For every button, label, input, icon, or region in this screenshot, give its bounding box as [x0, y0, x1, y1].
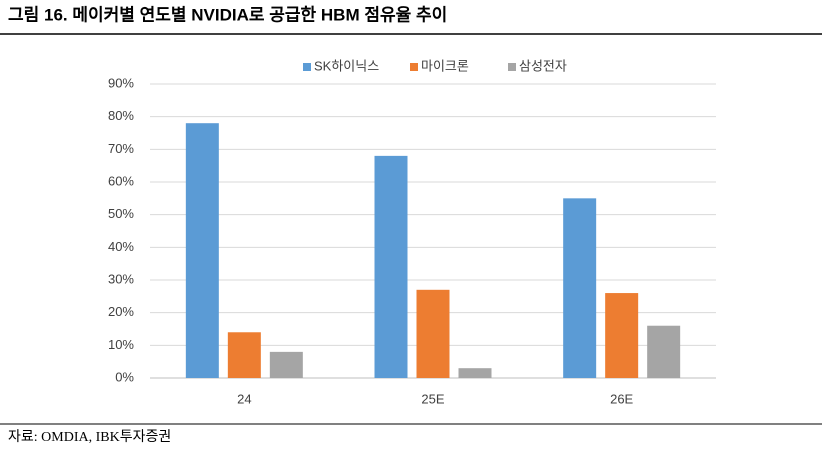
x-tick-label: 25E	[421, 391, 444, 406]
y-tick-label: 60%	[108, 173, 134, 188]
y-tick-label: 90%	[108, 75, 134, 90]
y-tick-label: 0%	[115, 369, 134, 384]
bar	[458, 368, 492, 378]
y-tick-label: 80%	[108, 108, 134, 123]
y-tick-label: 50%	[108, 206, 134, 221]
legend-swatch	[410, 63, 418, 71]
bar	[227, 332, 261, 378]
y-tick-label: 10%	[108, 337, 134, 352]
source-note: 자료: OMDIA, IBK투자증권	[8, 429, 171, 445]
bar	[605, 293, 639, 378]
legend-label: 마이크론	[421, 58, 469, 73]
y-tick-label: 20%	[108, 304, 134, 319]
bar	[185, 123, 219, 378]
bar	[269, 351, 303, 378]
legend-label: SK하이닉스	[314, 58, 379, 73]
bar	[374, 155, 408, 378]
bar	[563, 198, 597, 378]
y-tick-label: 40%	[108, 239, 134, 254]
x-tick-label: 26E	[610, 391, 633, 406]
legend-label: 삼성전자	[519, 58, 567, 73]
x-tick-label: 24	[237, 391, 251, 406]
y-tick-label: 30%	[108, 271, 134, 286]
bar	[416, 289, 450, 378]
chart-title: 그림 16. 메이커별 연도별 NVIDIA로 공급한 HBM 점유율 추이	[8, 5, 447, 24]
legend-swatch	[508, 63, 516, 71]
y-tick-label: 70%	[108, 141, 134, 156]
legend-swatch	[303, 63, 311, 71]
bar	[647, 325, 681, 378]
